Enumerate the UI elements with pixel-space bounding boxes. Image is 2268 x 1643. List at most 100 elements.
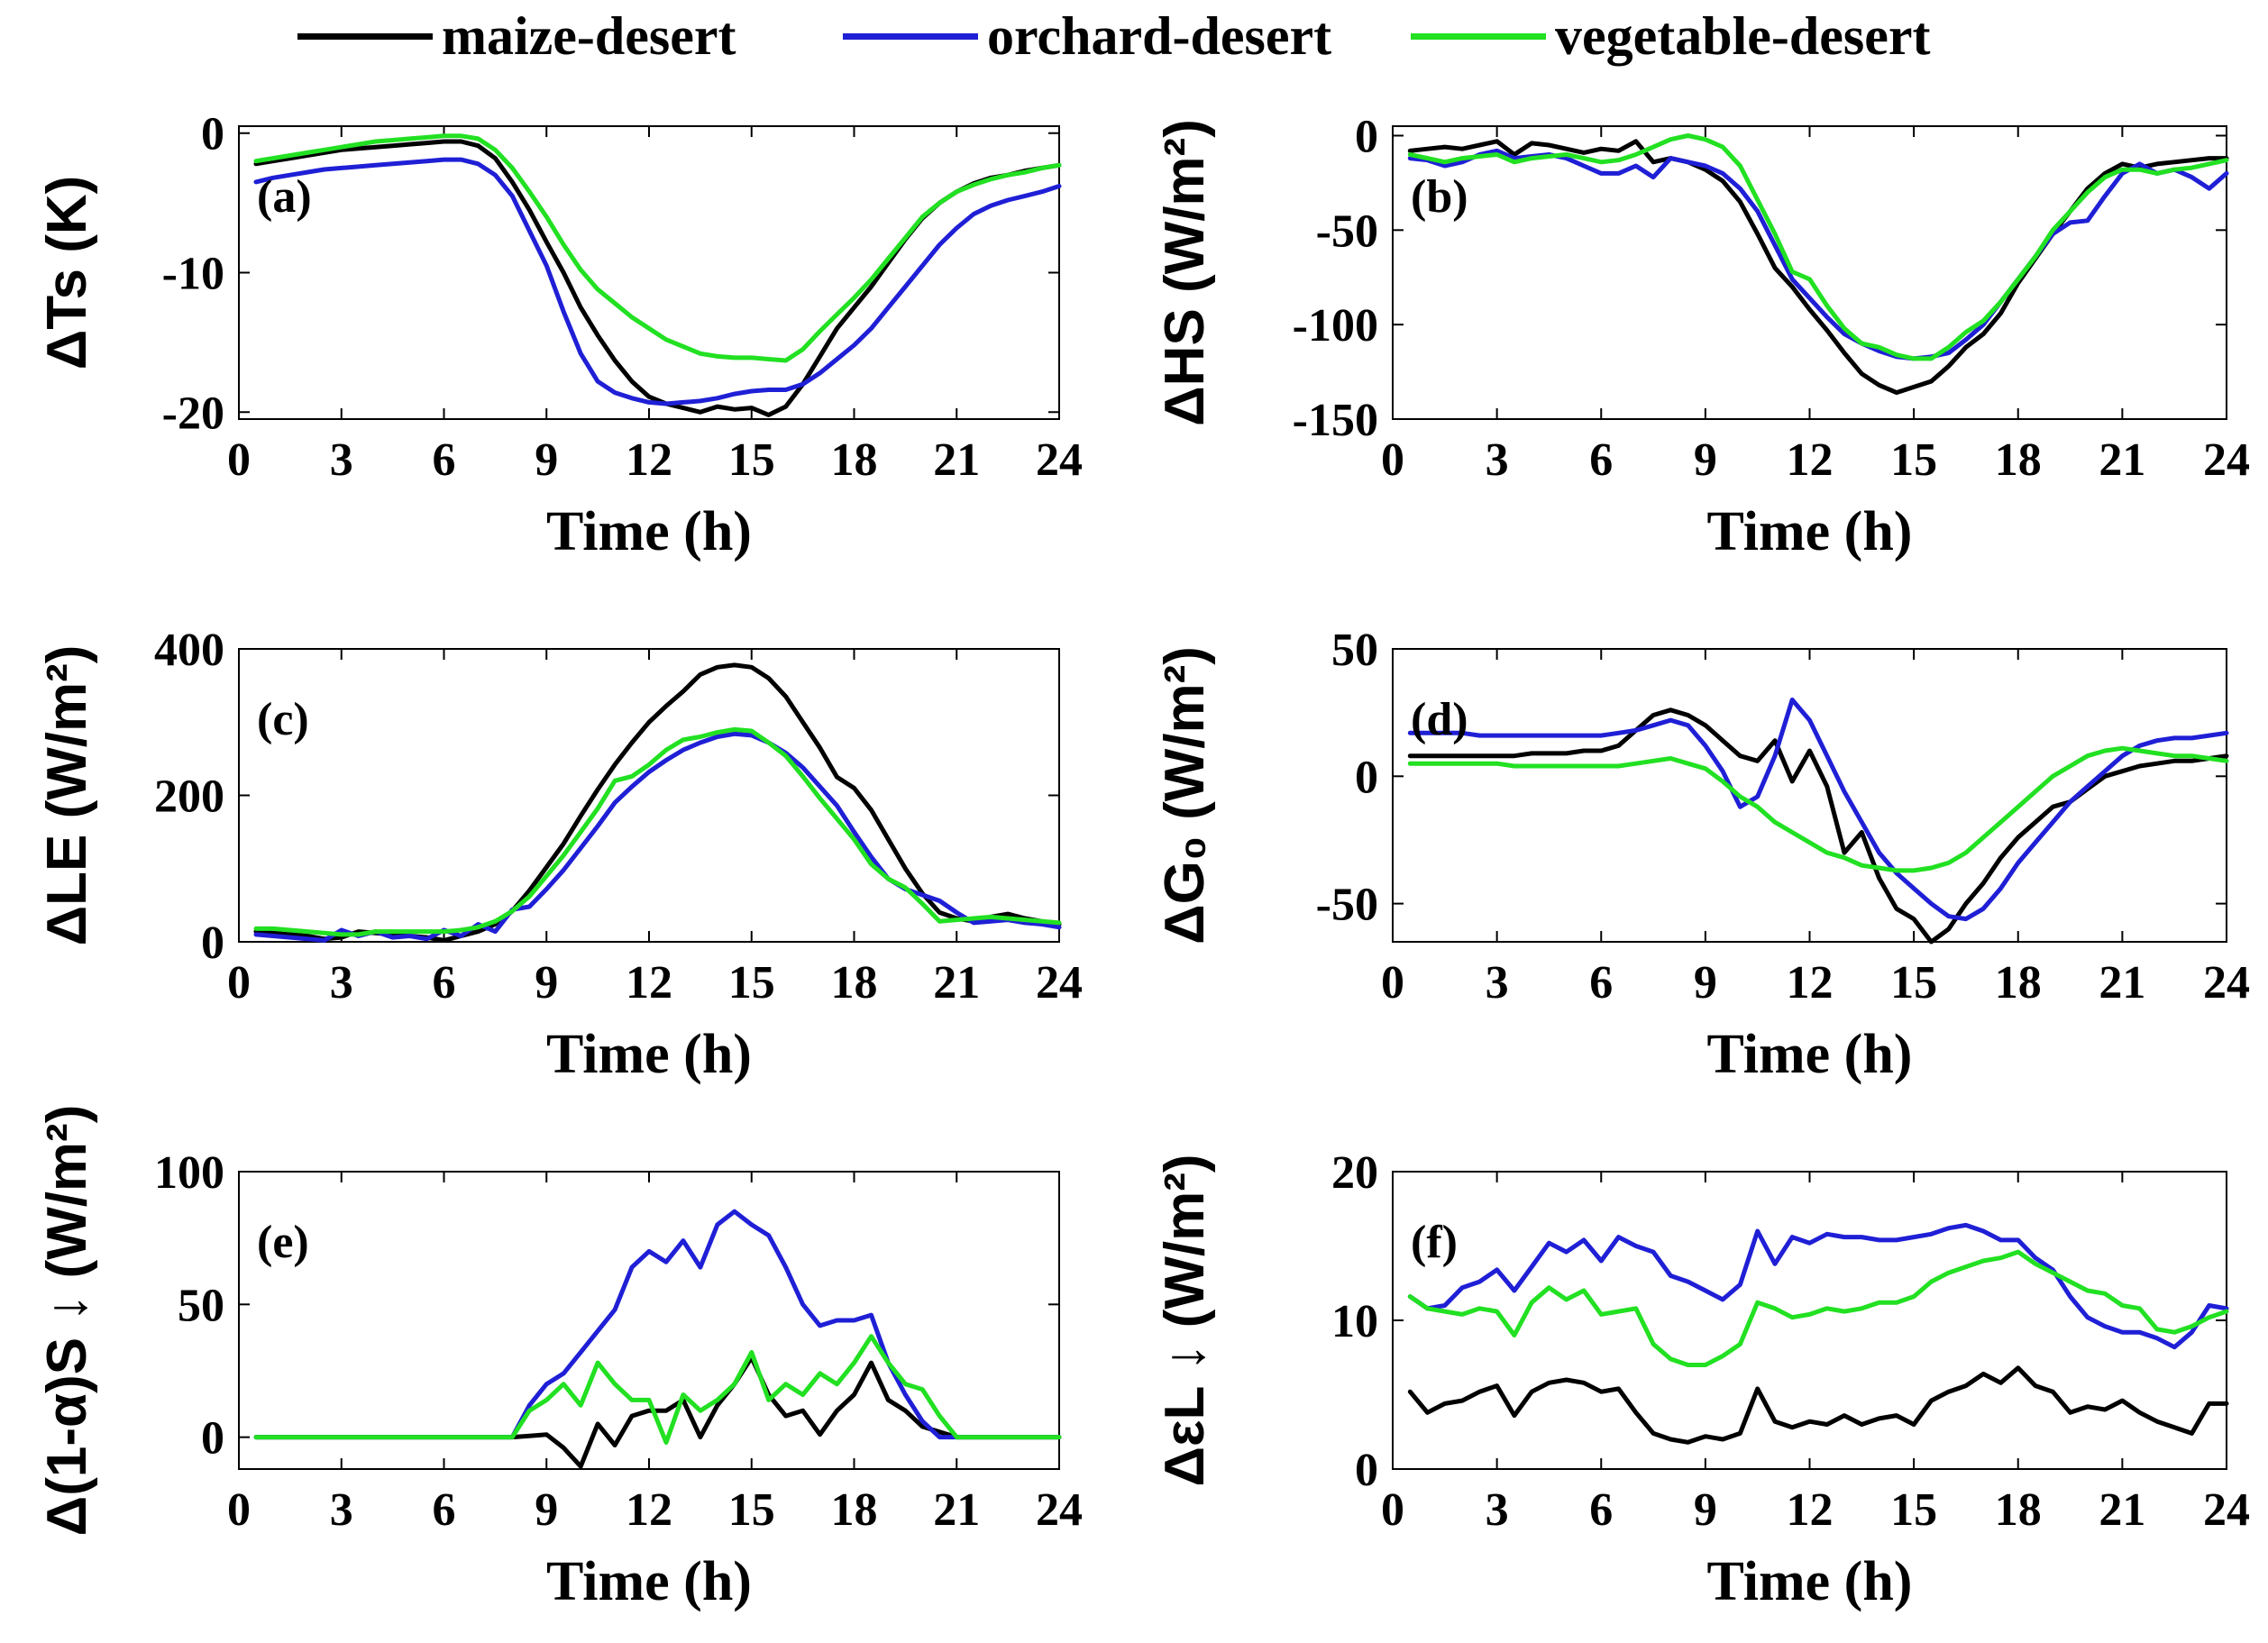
x-tick-label: 9 — [535, 1484, 558, 1536]
x-tick-label: 0 — [1381, 1484, 1404, 1536]
series-line-maize-desert — [1407, 707, 2229, 945]
x-axis-title: Time (h) — [1707, 501, 1913, 562]
legend: maize-desert orchard-desert vegetable-de… — [0, 0, 2268, 81]
x-tick-label: 15 — [1890, 1484, 1937, 1536]
x-tick-label: 15 — [728, 434, 775, 486]
x-tick-label: 6 — [433, 434, 456, 486]
x-tick-label: 3 — [330, 957, 353, 1009]
y-tick-label: 100 — [154, 1147, 224, 1199]
x-tick-label: 24 — [1036, 434, 1083, 486]
x-tick-label: 18 — [831, 434, 878, 486]
chart-panel-2: 0 3 6 9 12 15 18 21 24 -150 -100 -50 0 (b) Time (h) ΔHS… — [1154, 111, 2250, 562]
y-axis-title: Δ(1-α)S ↓ (W/m²) — [36, 1105, 98, 1537]
x-tick-label: 3 — [1486, 1484, 1509, 1536]
x-tick-label: 0 — [1381, 434, 1404, 486]
y-tick-label: -10 — [162, 249, 224, 300]
x-tick-label: 9 — [535, 957, 558, 1009]
x-tick-label: 3 — [330, 434, 353, 486]
series-line-vegetable-desert — [1407, 1249, 2229, 1367]
y-tick-label: 0 — [201, 917, 224, 969]
x-tick-label: 12 — [1787, 434, 1834, 486]
series-line-maize-desert — [1407, 139, 2229, 396]
panel-label: (b) — [1411, 171, 1468, 223]
y-tick-label: -20 — [162, 388, 224, 439]
y-tick-label: -100 — [1293, 300, 1378, 351]
x-tick-label: 18 — [1995, 957, 2042, 1009]
x-tick-label: 6 — [1589, 1484, 1613, 1536]
legend-swatch-orchard-desert — [843, 32, 978, 40]
x-tick-label: 12 — [1787, 957, 1834, 1009]
x-axis-title: Time (h) — [546, 1551, 752, 1612]
x-tick-label: 21 — [2099, 957, 2145, 1009]
x-tick-label: 21 — [933, 434, 980, 486]
y-tick-label: 200 — [154, 771, 224, 823]
x-tick-label: 9 — [1694, 1484, 1717, 1536]
x-tick-label: 6 — [433, 1484, 456, 1536]
series-line-orchard-desert — [253, 1209, 1062, 1440]
x-tick-label: 15 — [728, 957, 775, 1009]
x-tick-label: 18 — [831, 1484, 878, 1536]
panel-label: (d) — [1411, 694, 1468, 745]
chart-panel-3: 0 3 6 9 12 15 18 21 24 0 200 400 (c) Time (h) ΔLE (W/m… — [36, 625, 1083, 1085]
x-tick-label: 12 — [626, 957, 672, 1009]
plot-area — [238, 125, 1060, 420]
chart-panel-5: 0 3 6 9 12 15 18 21 24 0 50 100 (e) Time (h) Δ(1-α)S ↓… — [36, 1105, 1083, 1612]
y-tick-label: -150 — [1293, 395, 1378, 446]
x-tick-label: 12 — [1787, 1484, 1834, 1536]
y-axis-title: ΔεL ↓ (W/m²) — [1154, 1154, 1216, 1486]
series-line-vegetable-desert — [253, 133, 1062, 363]
x-tick-label: 18 — [1995, 1484, 2042, 1536]
series-line-orchard-desert — [1407, 1222, 2229, 1350]
series-line-vegetable-desert — [253, 1334, 1062, 1445]
chart-panel-6: 0 3 6 9 12 15 18 21 24 0 10 20 (f) Time (h) ΔεL ↓ (W/m… — [1154, 1147, 2250, 1612]
series-line-orchard-desert — [1407, 698, 2229, 922]
series-line-vegetable-desert — [253, 726, 1062, 937]
y-axis-title: ΔTs (K) — [36, 176, 98, 370]
panel-label: (a) — [257, 171, 312, 223]
x-axis-title: Time (h) — [546, 1024, 752, 1085]
plot-area — [238, 1171, 1060, 1470]
x-tick-label: 15 — [1890, 957, 1937, 1009]
x-tick-label: 6 — [1589, 957, 1613, 1009]
panel-label: (c) — [257, 694, 309, 745]
y-axis-title: ΔHS (W/m²) — [1154, 119, 1216, 426]
legend-item-vegetable-desert: vegetable-desert — [1411, 6, 1930, 66]
x-tick-label: 21 — [2099, 1484, 2145, 1536]
series-line-vegetable-desert — [1407, 745, 2229, 873]
y-tick-label: 0 — [201, 109, 224, 160]
x-tick-label: 0 — [227, 1484, 251, 1536]
y-tick-label: 400 — [154, 625, 224, 676]
legend-swatch-maize-desert — [297, 32, 433, 40]
x-tick-label: 21 — [933, 1484, 980, 1536]
panel-label: (f) — [1411, 1217, 1458, 1268]
x-tick-label: 0 — [1381, 957, 1404, 1009]
x-tick-label: 21 — [2099, 434, 2145, 486]
x-tick-label: 0 — [227, 434, 251, 486]
x-tick-label: 6 — [1589, 434, 1613, 486]
x-tick-label: 3 — [1486, 957, 1509, 1009]
y-axis-title: ΔG₀ (W/m²) — [1154, 646, 1216, 945]
legend-label-vegetable-desert: vegetable-desert — [1555, 5, 1931, 66]
y-tick-label: 0 — [1355, 752, 1378, 803]
legend-item-orchard-desert: orchard-desert — [843, 6, 1331, 66]
plot-area — [1392, 125, 2227, 420]
x-tick-label: 9 — [535, 434, 558, 486]
y-tick-label: 0 — [1355, 1445, 1378, 1496]
y-tick-label: -50 — [1316, 205, 1378, 257]
legend-label-maize-desert: maize-desert — [442, 5, 736, 66]
x-tick-label: 21 — [933, 957, 980, 1009]
x-tick-label: 6 — [433, 957, 456, 1009]
x-tick-label: 9 — [1694, 957, 1717, 1009]
x-tick-label: 12 — [626, 1484, 672, 1536]
x-tick-label: 3 — [330, 1484, 353, 1536]
y-tick-label: -50 — [1316, 880, 1378, 931]
x-tick-label: 0 — [227, 957, 251, 1009]
x-axis-title: Time (h) — [1707, 1024, 1913, 1085]
x-tick-label: 18 — [831, 957, 878, 1009]
x-tick-label: 24 — [1036, 1484, 1083, 1536]
x-axis-title: Time (h) — [546, 501, 752, 562]
series-line-orchard-desert — [253, 157, 1062, 406]
series-line-vegetable-desert — [1407, 133, 2229, 361]
